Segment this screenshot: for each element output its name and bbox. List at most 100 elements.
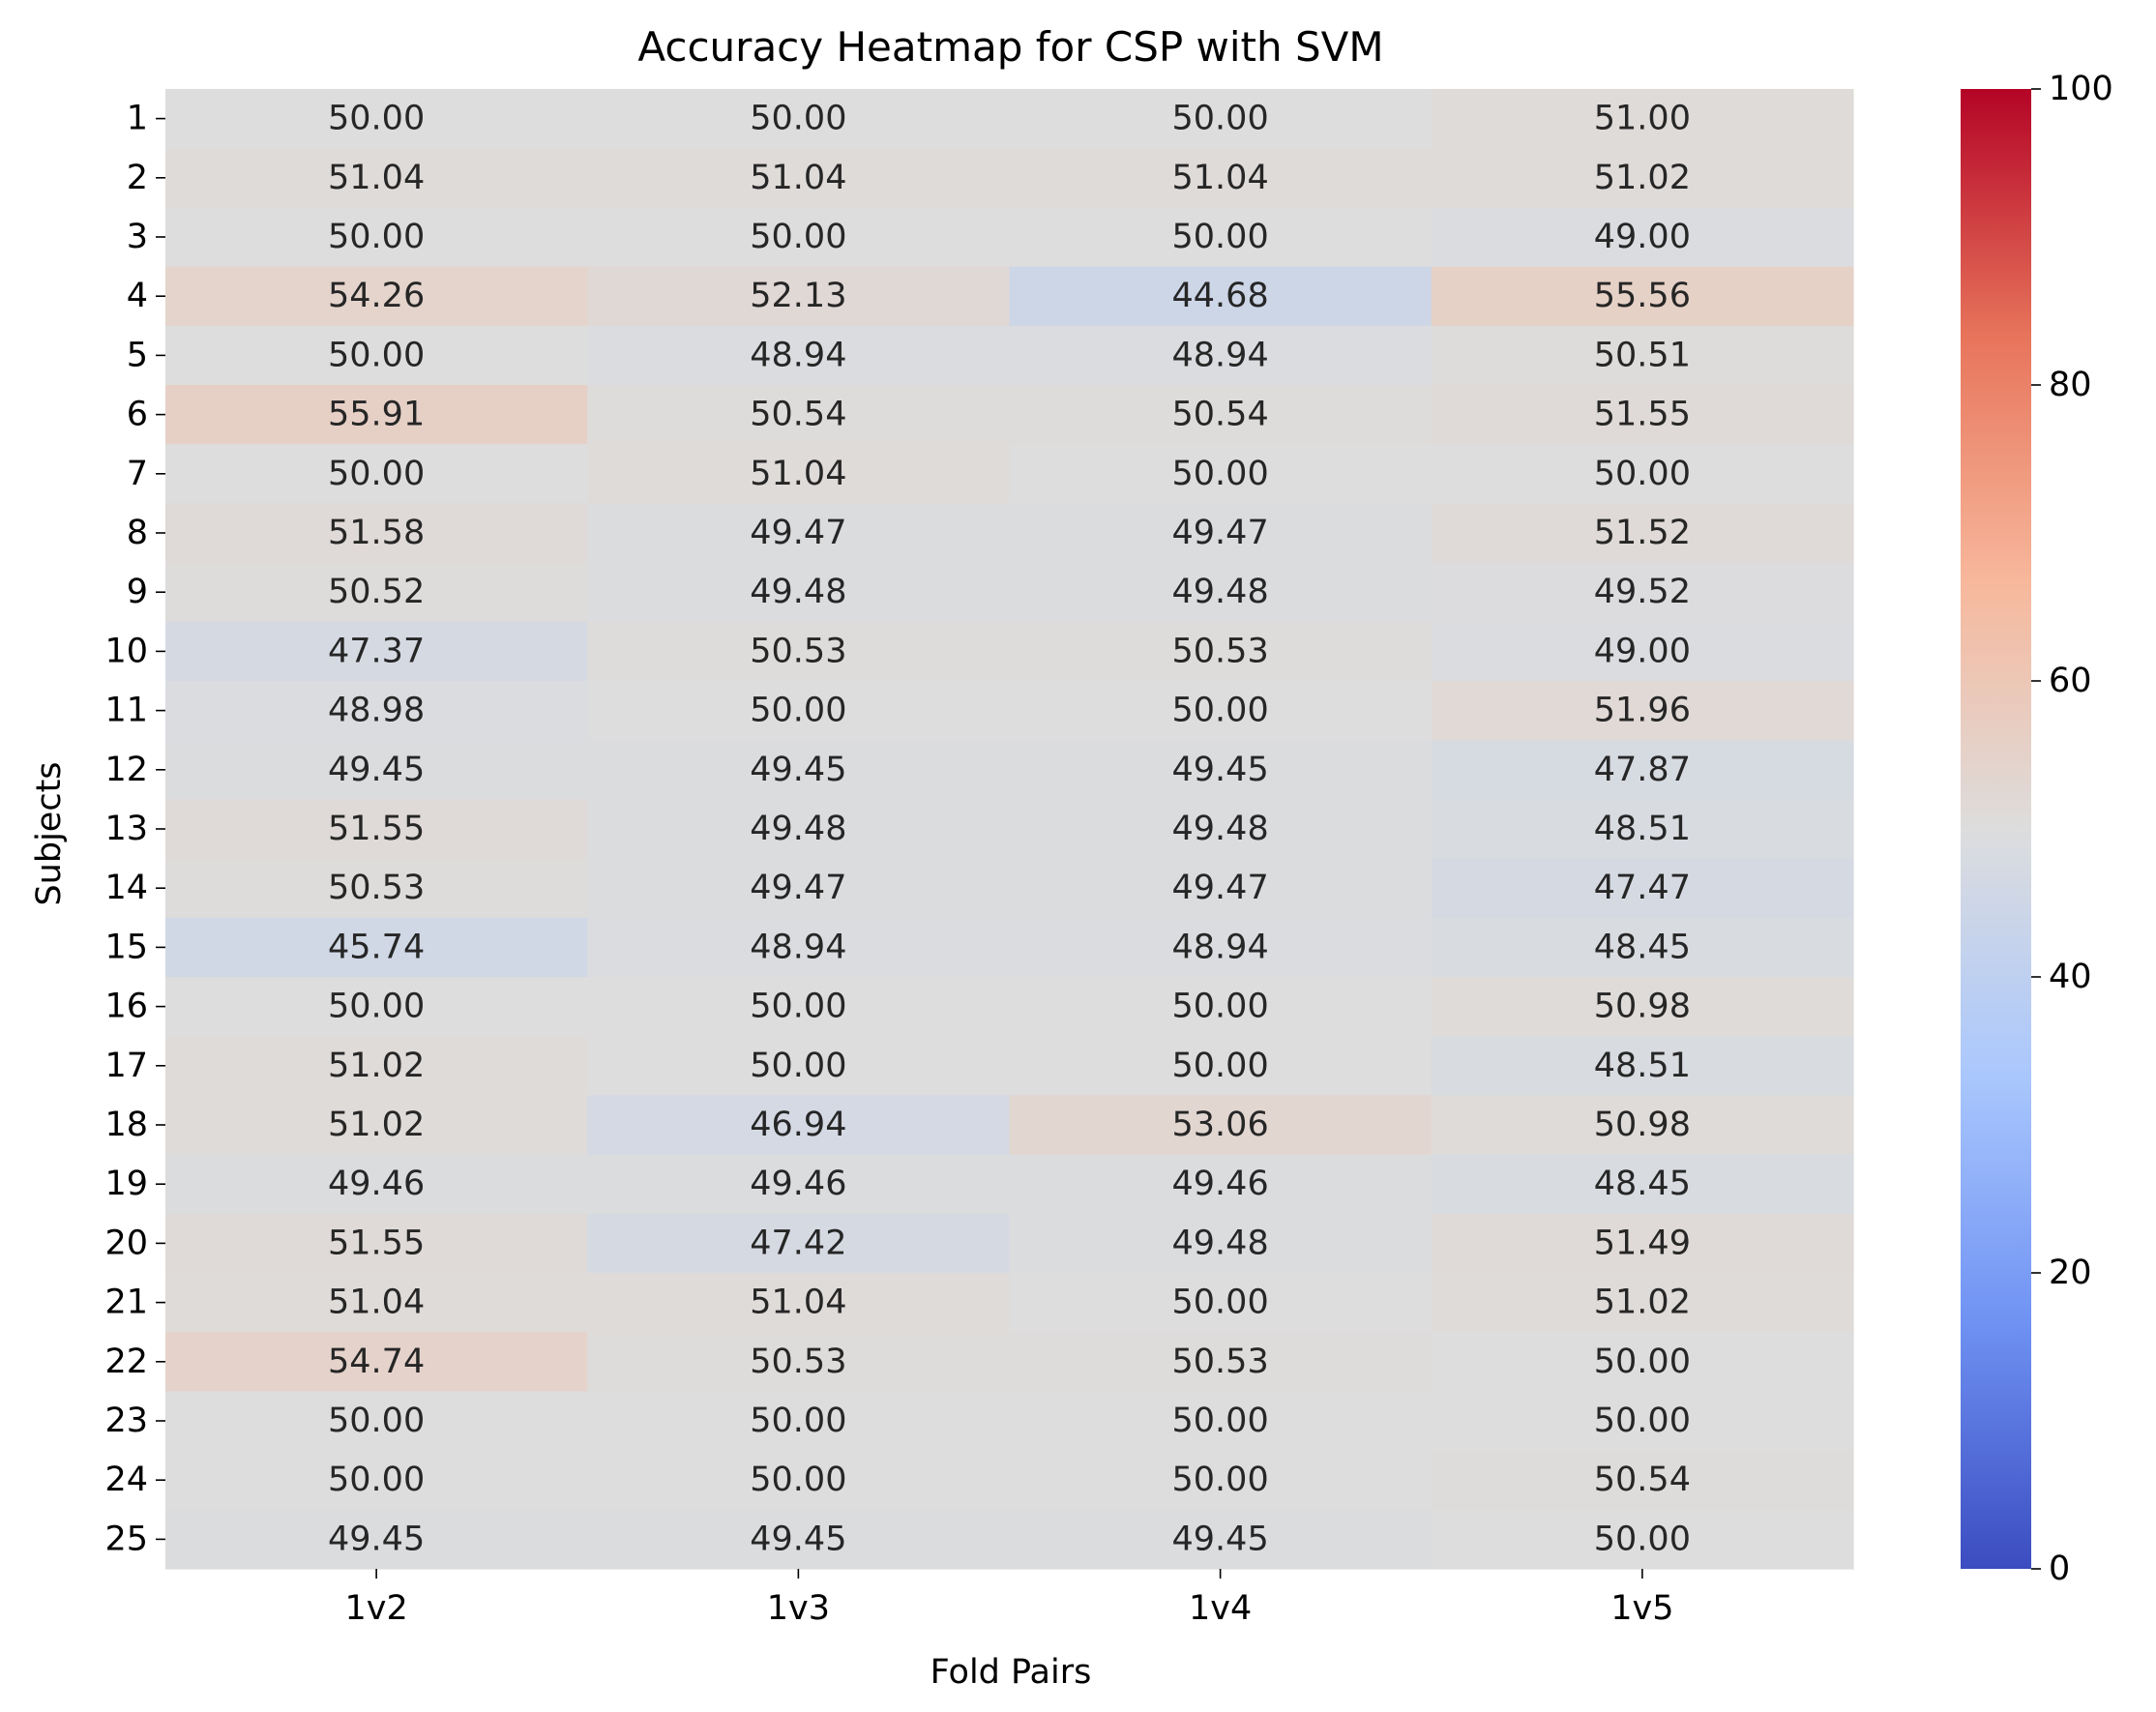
heatmap-cell (1009, 917, 1432, 978)
cell-value-label: 51.04 (750, 455, 846, 493)
cell-value-label: 49.47 (750, 514, 846, 552)
heatmap-cell (587, 858, 1011, 919)
cell-value-label: 51.02 (1594, 1284, 1691, 1322)
heatmap-cell (587, 1332, 1011, 1392)
y-tick-label: 16 (104, 988, 148, 1026)
heatmap-cell (1431, 621, 1854, 682)
cell-value-label: 51.55 (1594, 396, 1691, 434)
cell-value-label: 50.00 (1594, 1520, 1691, 1558)
cell-value-label: 49.46 (328, 1165, 425, 1203)
heatmap-cell (1431, 444, 1854, 504)
cell-value-label: 50.98 (1594, 988, 1691, 1026)
heatmap-cell (587, 621, 1011, 682)
heatmap-cell (1009, 858, 1432, 919)
cell-value-label: 50.00 (328, 218, 425, 256)
colorbar (1961, 89, 2031, 1569)
cell-value-label: 49.45 (750, 751, 846, 789)
cell-value-label: 49.47 (1172, 514, 1269, 552)
heatmap-cell (1009, 1391, 1432, 1452)
cell-value-label: 50.00 (1172, 692, 1269, 730)
cell-value-label: 47.42 (750, 1224, 846, 1262)
cell-value-label: 45.74 (328, 928, 425, 966)
colorbar-tick-label: 60 (2049, 662, 2092, 700)
heatmap-cell (1431, 207, 1854, 268)
y-tick-label: 10 (104, 632, 148, 670)
heatmap-cell (1431, 325, 1854, 386)
cell-value-label: 48.98 (328, 692, 425, 730)
cell-value-label: 51.04 (750, 1284, 846, 1322)
cell-value-label: 52.13 (750, 277, 846, 315)
y-tick-label: 13 (104, 810, 148, 848)
heatmap-cell (587, 562, 1011, 623)
chart-title: Accuracy Heatmap for CSP with SVM (637, 23, 1383, 71)
cell-value-label: 50.54 (1594, 1461, 1691, 1499)
cell-value-label: 49.47 (1172, 869, 1269, 907)
x-tick-label: 1v2 (345, 1589, 408, 1628)
y-tick-label: 7 (127, 455, 148, 493)
heatmap-cell (587, 1391, 1011, 1452)
heatmap-cell (1009, 562, 1432, 623)
cell-value-label: 53.06 (1172, 1106, 1269, 1144)
x-tick-label: 1v4 (1189, 1589, 1252, 1628)
x-axis-ticks: 1v2 1v3 1v4 1v5 (345, 1569, 1674, 1628)
cell-value-label: 47.87 (1594, 751, 1691, 789)
cell-value-label: 50.52 (328, 573, 425, 611)
cell-value-label: 48.51 (1594, 810, 1691, 848)
heatmap-cell (165, 1213, 588, 1274)
heatmap-cell (1009, 148, 1432, 208)
heatmap-cell (165, 385, 588, 445)
cell-value-label: 47.37 (328, 632, 425, 670)
cell-value-label: 48.45 (1594, 928, 1691, 966)
cell-value-label: 51.04 (1172, 159, 1269, 197)
cell-value-label: 50.00 (328, 988, 425, 1026)
cell-value-label: 49.45 (750, 1520, 846, 1558)
heatmap-cells: 50.00 50.00 50.00 51.00 51.04 51.04 51.04 51.02… (165, 89, 1854, 1570)
cell-value-label: 50.00 (328, 100, 425, 138)
cell-value-label: 50.00 (750, 100, 846, 138)
cell-value-label: 50.00 (1172, 1461, 1269, 1499)
cell-value-label: 49.47 (750, 869, 846, 907)
cell-value-label: 48.94 (750, 928, 846, 966)
cell-value-label: 50.00 (1594, 1402, 1691, 1440)
heatmap-cell (165, 977, 588, 1037)
heatmap-cell (1431, 1509, 1854, 1570)
heatmap-cell (587, 1273, 1011, 1333)
heatmap-cell (587, 266, 1011, 327)
cell-value-label: 50.51 (1594, 336, 1691, 374)
heatmap-cell (165, 1450, 588, 1511)
heatmap-cell (1431, 1095, 1854, 1156)
heatmap-cell (1431, 1332, 1854, 1392)
cell-value-label: 50.00 (328, 1402, 425, 1440)
heatmap-cell (587, 681, 1011, 741)
cell-value-label: 50.00 (750, 988, 846, 1026)
heatmap-cell (1431, 385, 1854, 445)
heatmap-cell (1009, 503, 1432, 564)
heatmap-cell (165, 1332, 588, 1392)
heatmap-cell (587, 917, 1011, 978)
heatmap-cell (165, 266, 588, 327)
heatmap-cell (1431, 1154, 1854, 1215)
y-tick-label: 20 (104, 1224, 148, 1262)
heatmap-cell (587, 1154, 1011, 1215)
cell-value-label: 50.00 (1172, 100, 1269, 138)
cell-value-label: 50.00 (328, 455, 425, 493)
heatmap-cell (1431, 1450, 1854, 1511)
heatmap-cell (587, 1095, 1011, 1156)
heatmap-cell (165, 1509, 588, 1570)
y-tick-label: 17 (104, 1047, 148, 1085)
cell-value-label: 50.00 (1172, 1047, 1269, 1085)
cell-value-label: 50.54 (1172, 396, 1269, 434)
cell-value-label: 50.00 (1172, 455, 1269, 493)
cell-value-label: 48.94 (1172, 336, 1269, 374)
cell-value-label: 50.00 (328, 336, 425, 374)
heatmap-cell (1009, 1036, 1432, 1096)
cell-value-label: 50.00 (750, 218, 846, 256)
y-tick-label: 4 (127, 277, 148, 315)
y-tick-label: 11 (104, 692, 148, 730)
heatmap-cell (165, 681, 588, 741)
heatmap-cell (165, 1391, 588, 1452)
cell-value-label: 54.26 (328, 277, 425, 315)
heatmap-cell (587, 503, 1011, 564)
heatmap-cell (1431, 89, 1854, 149)
